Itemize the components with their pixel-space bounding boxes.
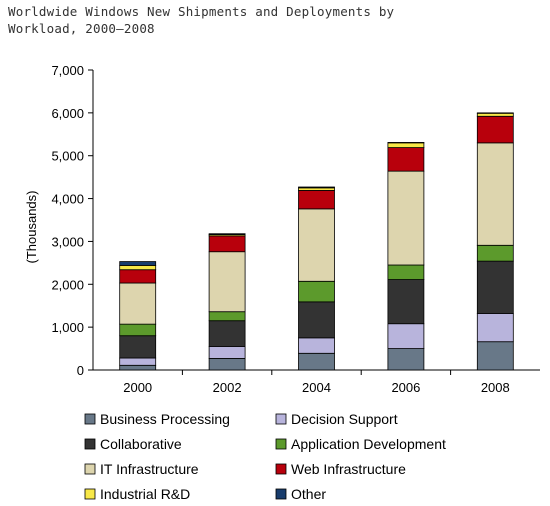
bar-segment xyxy=(119,323,157,337)
y-tick-label: 0 xyxy=(77,363,84,378)
bar-segment xyxy=(476,313,514,343)
legend-swatch xyxy=(84,488,96,500)
legend-label: Collaborative xyxy=(100,436,182,452)
legend-label: Decision Support xyxy=(291,411,398,427)
bar-segment xyxy=(387,170,425,266)
legend-label: Other xyxy=(291,486,326,502)
y-tick-label: 6,000 xyxy=(51,106,84,121)
legend-swatch xyxy=(275,463,287,475)
bar-segment xyxy=(119,269,157,284)
x-tick-label: 2004 xyxy=(302,380,331,395)
bar-segment xyxy=(208,320,246,347)
bar-segment xyxy=(208,358,246,371)
legend: Business Processing Decision Support Colla… xyxy=(84,411,446,502)
bar-segment xyxy=(119,335,157,359)
legend-item: Application Development xyxy=(275,436,446,452)
legend-item: Collaborative xyxy=(84,436,182,452)
x-tick-label: 2008 xyxy=(481,380,510,395)
bar-segment xyxy=(476,112,514,117)
bar-segment xyxy=(119,364,157,371)
bar-segment xyxy=(387,147,425,172)
bar-segment xyxy=(298,186,335,189)
bar-segment xyxy=(298,301,335,339)
legend-label: Web Infrastructure xyxy=(291,461,406,477)
bar-segment xyxy=(298,280,335,303)
legend-label: Application Development xyxy=(291,436,446,452)
legend-item: Web Infrastructure xyxy=(275,461,406,477)
bar-segment xyxy=(476,341,514,371)
bar-segment xyxy=(387,264,425,280)
legend-item: IT Infrastructure xyxy=(84,461,199,477)
bar-segment xyxy=(119,261,157,266)
y-tick-label: 5,000 xyxy=(51,149,84,164)
legend-item: Industrial R&D xyxy=(84,486,190,502)
chart-title: Worldwide Windows New Shipments and Depl… xyxy=(8,3,548,37)
legend-label: Industrial R&D xyxy=(100,486,190,502)
bar-segment xyxy=(387,279,425,325)
y-tick-label: 7,000 xyxy=(51,63,84,78)
bar-segment xyxy=(119,282,157,325)
bar-segment xyxy=(298,190,335,210)
bar-segment xyxy=(476,260,514,314)
bar-segment xyxy=(119,265,157,271)
y-axis-label: (Thousands) xyxy=(24,191,39,264)
legend-item: Decision Support xyxy=(275,411,398,427)
x-tick-labels: 2000 2002 2004 2006 2008 xyxy=(123,380,510,395)
legend-swatch xyxy=(275,488,287,500)
bar-segment xyxy=(208,235,246,253)
bar-segment xyxy=(298,352,335,371)
legend-swatch xyxy=(84,413,96,425)
legend-swatch xyxy=(275,438,287,450)
y-tick-labels: 0 1,000 2,000 3,000 4,000 5,000 6,000 7,000 xyxy=(51,63,84,378)
legend-item: Other xyxy=(275,486,326,502)
legend-label: Business Processing xyxy=(100,411,230,427)
bar-segment xyxy=(208,311,246,322)
chart-title-line-1: Worldwide Windows New Shipments and Depl… xyxy=(8,4,395,19)
y-tick-label: 3,000 xyxy=(51,234,84,249)
bar-segment xyxy=(298,208,335,282)
legend-swatch xyxy=(275,413,287,425)
x-tick-label: 2000 xyxy=(123,380,152,395)
bar-segment xyxy=(387,142,425,148)
bar-segment xyxy=(387,348,425,371)
bar-segment xyxy=(298,337,335,354)
bar-segment xyxy=(387,323,425,349)
legend-item: Business Processing xyxy=(84,411,230,427)
bar-segment xyxy=(208,346,246,359)
x-tick-label: 2002 xyxy=(213,380,242,395)
legend-swatch xyxy=(84,438,96,450)
x-tick-label: 2006 xyxy=(391,380,420,395)
bar-segment xyxy=(119,357,157,366)
bar-segment xyxy=(476,142,514,246)
y-tick-label: 1,000 xyxy=(51,320,84,335)
bar-segment xyxy=(476,115,514,144)
y-tick-label: 4,000 xyxy=(51,192,84,207)
y-tick-label: 2,000 xyxy=(51,277,84,292)
bar-segment xyxy=(208,251,246,313)
legend-label: IT Infrastructure xyxy=(100,461,199,477)
bar-segment xyxy=(476,244,514,262)
chart-title-line-2: Workload, 2000–2008 xyxy=(8,21,155,36)
bar-segment xyxy=(208,233,246,235)
legend-swatch xyxy=(84,463,96,475)
bars xyxy=(119,112,514,371)
